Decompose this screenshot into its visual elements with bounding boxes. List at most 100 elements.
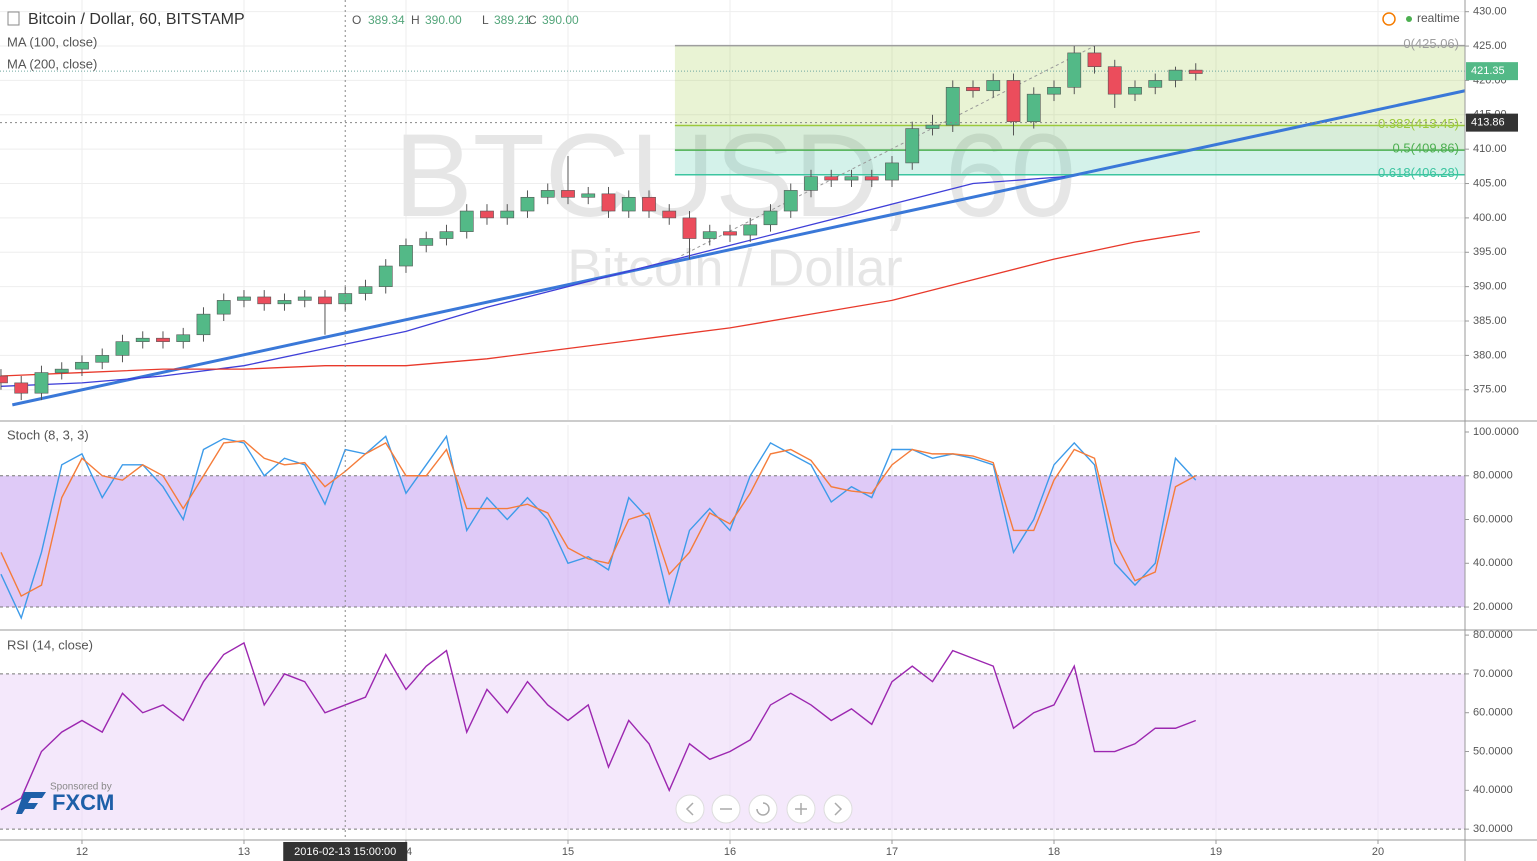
fib-zone <box>674 150 1465 175</box>
candle-body <box>338 293 353 305</box>
candle-body <box>0 375 8 384</box>
ma-legend[interactable]: MA (200, close) <box>7 56 97 71</box>
ohlc-key: O <box>352 13 361 27</box>
x-tick-label: 18 <box>1048 846 1060 858</box>
y-tick-label: 380.00 <box>1473 349 1507 361</box>
price-axis-bg <box>1465 0 1537 840</box>
candle-body <box>75 361 89 370</box>
candle-body <box>824 176 839 181</box>
candle-body <box>925 124 940 129</box>
stoch-title[interactable]: Stoch (8, 3, 3) <box>7 427 89 442</box>
candle-body <box>621 196 636 212</box>
symbol-title[interactable]: Bitcoin / Dollar, 60, BITSTAMP <box>28 11 245 28</box>
y-tick-label: 425.00 <box>1473 40 1507 52</box>
crosshair-time-bg <box>283 842 408 861</box>
axes: 375.00 380.00 385.00 390.00 395.00 400.00 405.… <box>76 0 1519 861</box>
y-tick-label: 80.0000 <box>1473 470 1513 482</box>
candle-body <box>358 286 373 294</box>
candle-body <box>601 193 616 212</box>
sponsor-text: Sponsored by <box>50 782 112 793</box>
y-tick-label: 410.00 <box>1473 143 1507 155</box>
candle-body <box>844 176 859 181</box>
candle-body <box>885 162 899 181</box>
y-tick-label: 20.0000 <box>1473 601 1513 613</box>
trendline <box>11 89 1466 407</box>
candle-body <box>905 128 920 164</box>
x-tick-label: 15 <box>562 846 574 858</box>
candle-body <box>682 217 697 239</box>
ohlc-key: C <box>528 13 537 27</box>
status: realtime <box>1417 11 1460 25</box>
indicator-line <box>0 434 1197 620</box>
x-tick-label: 12 <box>76 846 88 858</box>
ohlc-value: 390.00 <box>542 13 579 27</box>
y-tick-label: 40.0000 <box>1473 784 1513 796</box>
indicator-line <box>0 641 1197 811</box>
candle-body <box>1107 66 1122 95</box>
candle-body <box>297 296 312 301</box>
candle-body <box>763 210 778 226</box>
candle-body <box>966 86 980 92</box>
scroll-right[interactable] <box>823 794 853 824</box>
ohlc-value: 389.34 <box>368 13 405 27</box>
fib-label: 0.382(413.45) <box>1378 116 1459 131</box>
nav-icons <box>685 802 843 816</box>
candle-body <box>419 238 434 246</box>
candle-body <box>115 341 130 356</box>
crosshair-time-label: 2016-02-13 15:00:00 <box>294 846 396 858</box>
candle-body <box>196 313 211 336</box>
candle-body <box>642 196 656 212</box>
indicator-line <box>0 440 1197 598</box>
ohlc-value: 389.21 <box>494 13 531 27</box>
candle-body <box>500 210 515 219</box>
fib-zone <box>674 125 1465 151</box>
candle-body <box>459 210 474 232</box>
scroll-left[interactable] <box>675 794 705 824</box>
ohlc-legend: O 389.34 H 390.00 L 389.21C 390.00 <box>352 13 579 27</box>
moving-average <box>0 176 1066 387</box>
y-tick-label: 40.0000 <box>1473 557 1513 569</box>
x-tick-label: 16 <box>724 846 736 858</box>
candle-body <box>480 210 494 219</box>
candle-body <box>14 382 29 394</box>
x-tick-label: 17 <box>886 846 898 858</box>
y-tick-label: 60.0000 <box>1473 707 1513 719</box>
candle-body <box>540 190 555 198</box>
alert-icon[interactable] <box>1382 12 1396 26</box>
ma-legend[interactable]: MA (100, close) <box>7 34 97 49</box>
y-tick-label: 405.00 <box>1473 177 1507 189</box>
y-tick-label: 375.00 <box>1473 384 1507 396</box>
y-tick-label: 100.0000 <box>1473 426 1519 438</box>
ohlc-key: H <box>411 13 420 27</box>
reset[interactable] <box>748 794 778 824</box>
candle-body <box>702 231 717 239</box>
candle-body <box>216 300 231 315</box>
candle-body <box>1128 86 1142 95</box>
y-tick-label: 80.0000 <box>1473 629 1513 641</box>
fib-base <box>681 45 1095 257</box>
candle-body <box>318 296 332 305</box>
candle-body <box>156 337 170 342</box>
crosshair-marker <box>1466 113 1518 132</box>
x-tick-label: 13 <box>238 846 250 858</box>
status-dot <box>1406 16 1412 22</box>
nav-buttons <box>675 794 853 824</box>
band <box>0 475 1465 608</box>
x-tick-label: 19 <box>1210 846 1222 858</box>
crosshair-price-label: 413.86 <box>1471 117 1505 129</box>
candle-body <box>986 80 1001 92</box>
candle-body <box>439 231 454 239</box>
collapse-icon[interactable] <box>7 11 20 26</box>
moving-average <box>0 231 1200 377</box>
candle-body <box>1047 86 1061 95</box>
rsi-title[interactable]: RSI (14, close) <box>7 637 93 652</box>
candle-body <box>1087 52 1102 67</box>
sponsor-brand[interactable]: FXCM <box>52 790 114 815</box>
time-axis-bg <box>0 840 1537 861</box>
y-tick-label: 30.0000 <box>1473 823 1513 835</box>
y-tick-label: 385.00 <box>1473 315 1507 327</box>
x-tick-label: 20 <box>1372 846 1384 858</box>
candle-body <box>1067 52 1082 88</box>
price-marker-label: 421.35 <box>1471 65 1505 77</box>
ohlc-key: L <box>482 13 489 27</box>
